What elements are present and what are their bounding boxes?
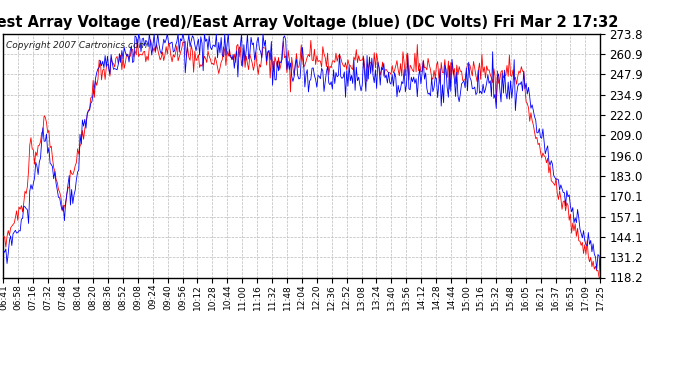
Text: Copyright 2007 Cartronics.com: Copyright 2007 Cartronics.com <box>6 41 148 50</box>
Text: West Array Voltage (red)/East Array Voltage (blue) (DC Volts) Fri Mar 2 17:32: West Array Voltage (red)/East Array Volt… <box>0 15 619 30</box>
